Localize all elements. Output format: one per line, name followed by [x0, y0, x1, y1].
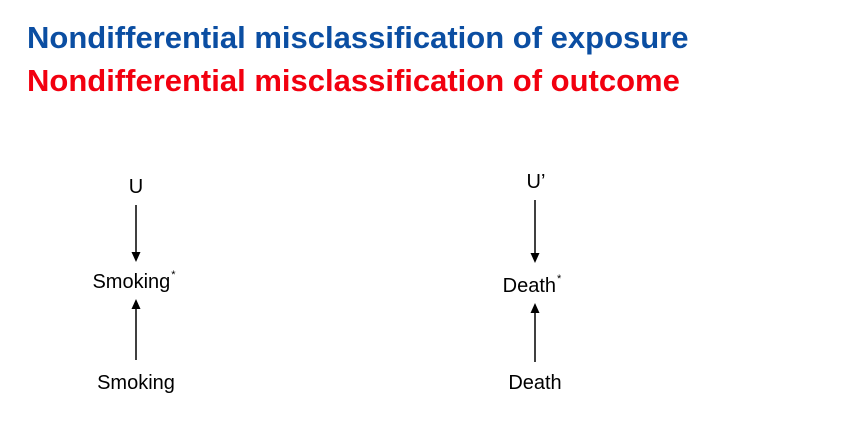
misclassified-marker: *: [171, 269, 176, 281]
exposure-dag-bottom-node: Smoking: [97, 372, 175, 394]
outcome-title: Nondifferential misclassification of out…: [27, 63, 680, 98]
misclassified-marker: *: [557, 273, 562, 285]
up-arrow-icon: [131, 299, 141, 360]
outcome-dag-bottom-node: Death: [508, 372, 562, 394]
exposure-dag-top-node: U: [128, 176, 144, 198]
outcome-dag-middle-label: Death: [502, 275, 557, 297]
down-arrow-icon: [131, 205, 141, 262]
exposure-dag-middle-label: Smoking: [92, 271, 171, 293]
outcome-dag-middle-node: Death*: [503, 274, 562, 298]
down-arrow-icon: [530, 200, 540, 263]
outcome-dag-top-node: U’: [526, 171, 546, 193]
exposure-dag-middle-node: Smoking*: [92, 270, 175, 294]
exposure-title: Nondifferential misclassification of exp…: [27, 20, 689, 55]
up-arrow-icon: [530, 303, 540, 362]
